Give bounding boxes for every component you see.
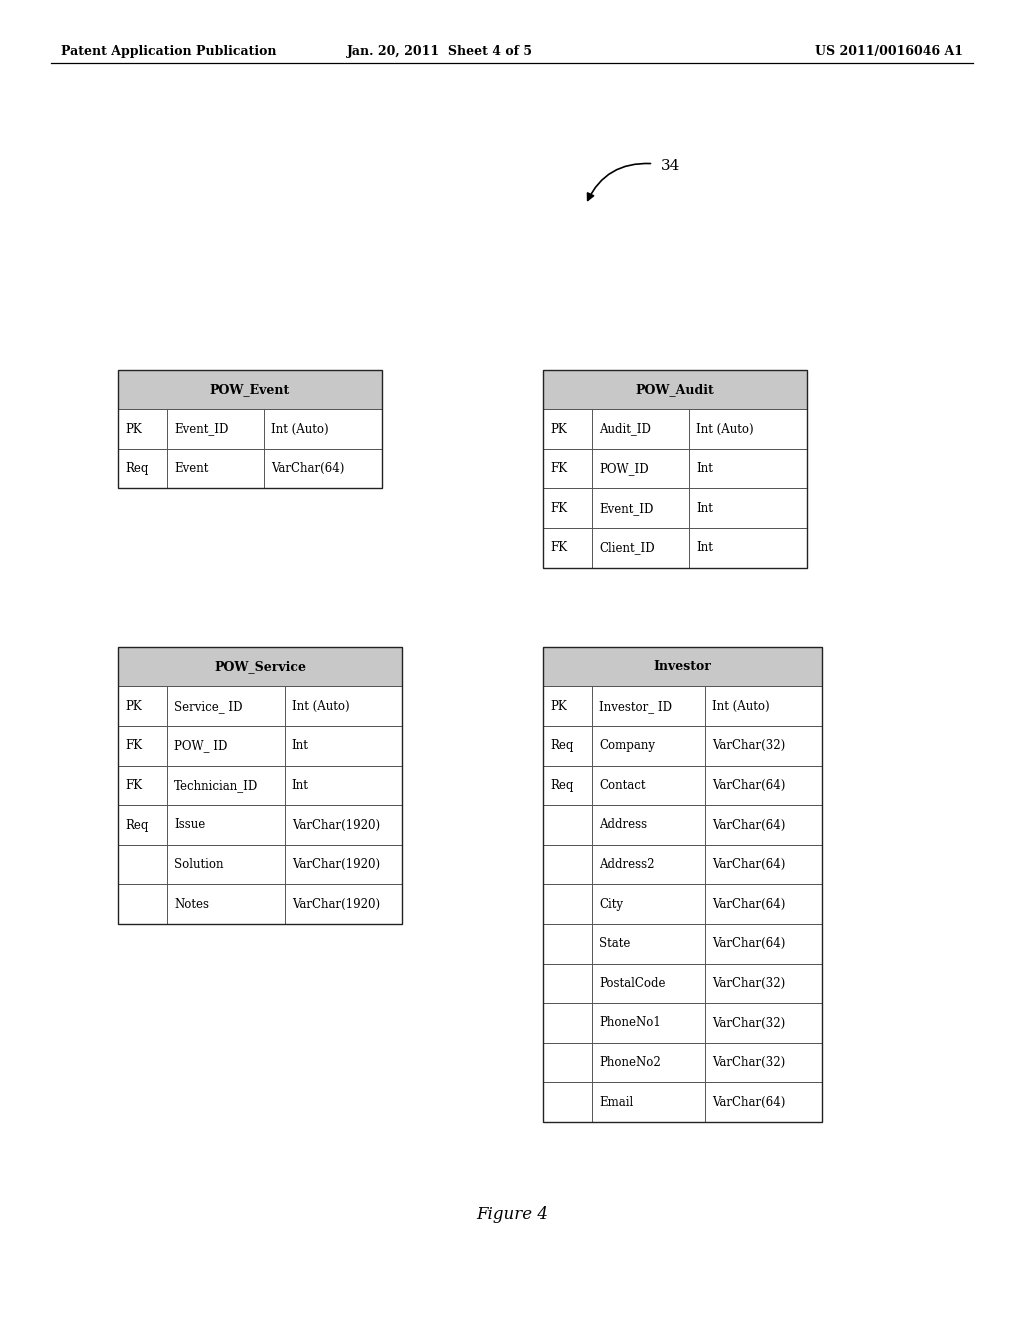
Bar	[118, 647, 402, 686]
Text: Client_ID: Client_ID	[599, 541, 654, 554]
Text: Contact: Contact	[599, 779, 645, 792]
Bar	[118, 686, 402, 726]
Text: Solution: Solution	[174, 858, 223, 871]
Text: VarChar(64): VarChar(64)	[712, 898, 785, 911]
Bar	[543, 1082, 822, 1122]
Bar	[543, 766, 822, 805]
Text: Patent Application Publication: Patent Application Publication	[61, 45, 276, 58]
Text: VarChar(64): VarChar(64)	[271, 462, 345, 475]
Bar	[543, 1003, 822, 1043]
Bar	[543, 1043, 822, 1082]
Text: Int: Int	[696, 541, 713, 554]
Text: Investor_ ID: Investor_ ID	[599, 700, 672, 713]
Text: FK: FK	[125, 739, 142, 752]
Text: POW_Service: POW_Service	[214, 660, 306, 673]
Text: VarChar(64): VarChar(64)	[712, 779, 785, 792]
Text: Int: Int	[696, 502, 713, 515]
Text: FK: FK	[550, 462, 567, 475]
Text: Jan. 20, 2011  Sheet 4 of 5: Jan. 20, 2011 Sheet 4 of 5	[347, 45, 534, 58]
Text: Service_ ID: Service_ ID	[174, 700, 243, 713]
Bar	[543, 528, 807, 568]
Text: State: State	[599, 937, 631, 950]
Bar	[118, 884, 402, 924]
Bar	[118, 647, 402, 924]
Text: PK: PK	[125, 422, 141, 436]
Text: VarChar(1920): VarChar(1920)	[292, 898, 380, 911]
Bar	[543, 488, 807, 528]
Text: Int: Int	[696, 462, 713, 475]
Text: PhoneNo1: PhoneNo1	[599, 1016, 660, 1030]
Bar	[118, 845, 402, 884]
Text: Investor: Investor	[653, 660, 712, 673]
Text: POW_Event: POW_Event	[210, 383, 290, 396]
Text: Req: Req	[550, 779, 573, 792]
Text: POW_ID: POW_ID	[599, 462, 648, 475]
Text: Int: Int	[292, 739, 308, 752]
Text: PK: PK	[550, 422, 566, 436]
Text: PostalCode: PostalCode	[599, 977, 666, 990]
Text: 34: 34	[660, 160, 680, 173]
Text: Address: Address	[599, 818, 647, 832]
Text: Issue: Issue	[174, 818, 206, 832]
Text: Event_ID: Event_ID	[174, 422, 228, 436]
Bar	[118, 726, 402, 766]
Text: POW_ ID: POW_ ID	[174, 739, 227, 752]
Bar	[543, 924, 822, 964]
Bar	[543, 964, 822, 1003]
Text: Company: Company	[599, 739, 655, 752]
Text: Req: Req	[125, 462, 148, 475]
Text: Int (Auto): Int (Auto)	[712, 700, 769, 713]
Bar	[118, 409, 382, 449]
Text: Notes: Notes	[174, 898, 209, 911]
Bar	[543, 370, 807, 568]
Text: PK: PK	[550, 700, 566, 713]
Bar	[543, 805, 822, 845]
Text: Req: Req	[550, 739, 573, 752]
Text: Address2: Address2	[599, 858, 654, 871]
Bar	[543, 647, 822, 1122]
Text: Event_ID: Event_ID	[599, 502, 653, 515]
Text: VarChar(32): VarChar(32)	[712, 977, 785, 990]
Text: Int: Int	[292, 779, 308, 792]
Bar	[118, 449, 382, 488]
Bar	[543, 726, 822, 766]
Text: City: City	[599, 898, 623, 911]
Bar	[543, 845, 822, 884]
Text: Audit_ID: Audit_ID	[599, 422, 651, 436]
Bar	[118, 805, 402, 845]
Text: VarChar(32): VarChar(32)	[712, 1056, 785, 1069]
Text: VarChar(1920): VarChar(1920)	[292, 818, 380, 832]
Bar	[543, 647, 822, 686]
Text: VarChar(64): VarChar(64)	[712, 937, 785, 950]
Text: VarChar(64): VarChar(64)	[712, 858, 785, 871]
Text: VarChar(1920): VarChar(1920)	[292, 858, 380, 871]
Text: FK: FK	[125, 779, 142, 792]
Bar	[543, 370, 807, 409]
Text: US 2011/0016046 A1: US 2011/0016046 A1	[814, 45, 963, 58]
Text: POW_Audit: POW_Audit	[636, 383, 714, 396]
Text: Email: Email	[599, 1096, 633, 1109]
Bar	[543, 686, 822, 726]
Text: Figure 4: Figure 4	[476, 1206, 548, 1222]
Text: FK: FK	[550, 502, 567, 515]
Text: Int (Auto): Int (Auto)	[696, 422, 754, 436]
Text: VarChar(32): VarChar(32)	[712, 739, 785, 752]
Bar	[543, 884, 822, 924]
Bar	[118, 370, 382, 488]
Text: PK: PK	[125, 700, 141, 713]
Text: Int (Auto): Int (Auto)	[292, 700, 349, 713]
Bar	[543, 449, 807, 488]
Bar	[118, 370, 382, 409]
Bar	[118, 766, 402, 805]
Text: PhoneNo2: PhoneNo2	[599, 1056, 660, 1069]
Text: FK: FK	[550, 541, 567, 554]
Text: Req: Req	[125, 818, 148, 832]
Bar	[543, 409, 807, 449]
Text: Int (Auto): Int (Auto)	[271, 422, 329, 436]
Text: VarChar(32): VarChar(32)	[712, 1016, 785, 1030]
Text: Event: Event	[174, 462, 209, 475]
Text: Technician_ID: Technician_ID	[174, 779, 258, 792]
Text: VarChar(64): VarChar(64)	[712, 1096, 785, 1109]
Text: VarChar(64): VarChar(64)	[712, 818, 785, 832]
